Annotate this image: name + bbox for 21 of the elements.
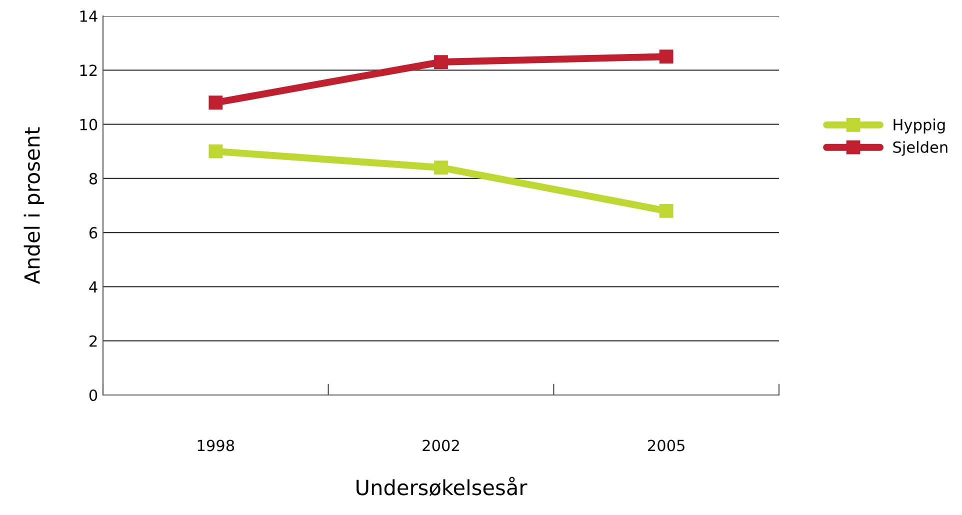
y-tick-label: 10 bbox=[80, 118, 98, 130]
point bbox=[659, 204, 674, 218]
x-tick-label: 1998 bbox=[198, 440, 234, 452]
x-tick-label: 2005 bbox=[648, 440, 684, 452]
y-tick-label: 0 bbox=[89, 389, 98, 402]
legend-label: Hyppig bbox=[894, 118, 945, 134]
y-axis-title: Andel i prosent bbox=[24, 127, 44, 284]
y-tick-label: 4 bbox=[89, 281, 98, 293]
point bbox=[208, 144, 223, 158]
y-tick-label: 6 bbox=[89, 227, 98, 239]
x-tick-label: 2002 bbox=[422, 440, 459, 452]
x-axis-title: Undersøkelsesår bbox=[356, 476, 528, 496]
y-tick-label: 8 bbox=[89, 172, 98, 184]
legend-label: Sjelden bbox=[893, 141, 948, 156]
y-tick-label: 2 bbox=[90, 335, 97, 347]
y-tick-label: 12 bbox=[80, 64, 97, 76]
point bbox=[659, 50, 674, 64]
y-tick-label: 14 bbox=[80, 10, 98, 22]
point bbox=[434, 160, 448, 175]
point bbox=[434, 55, 448, 69]
point bbox=[208, 96, 223, 110]
